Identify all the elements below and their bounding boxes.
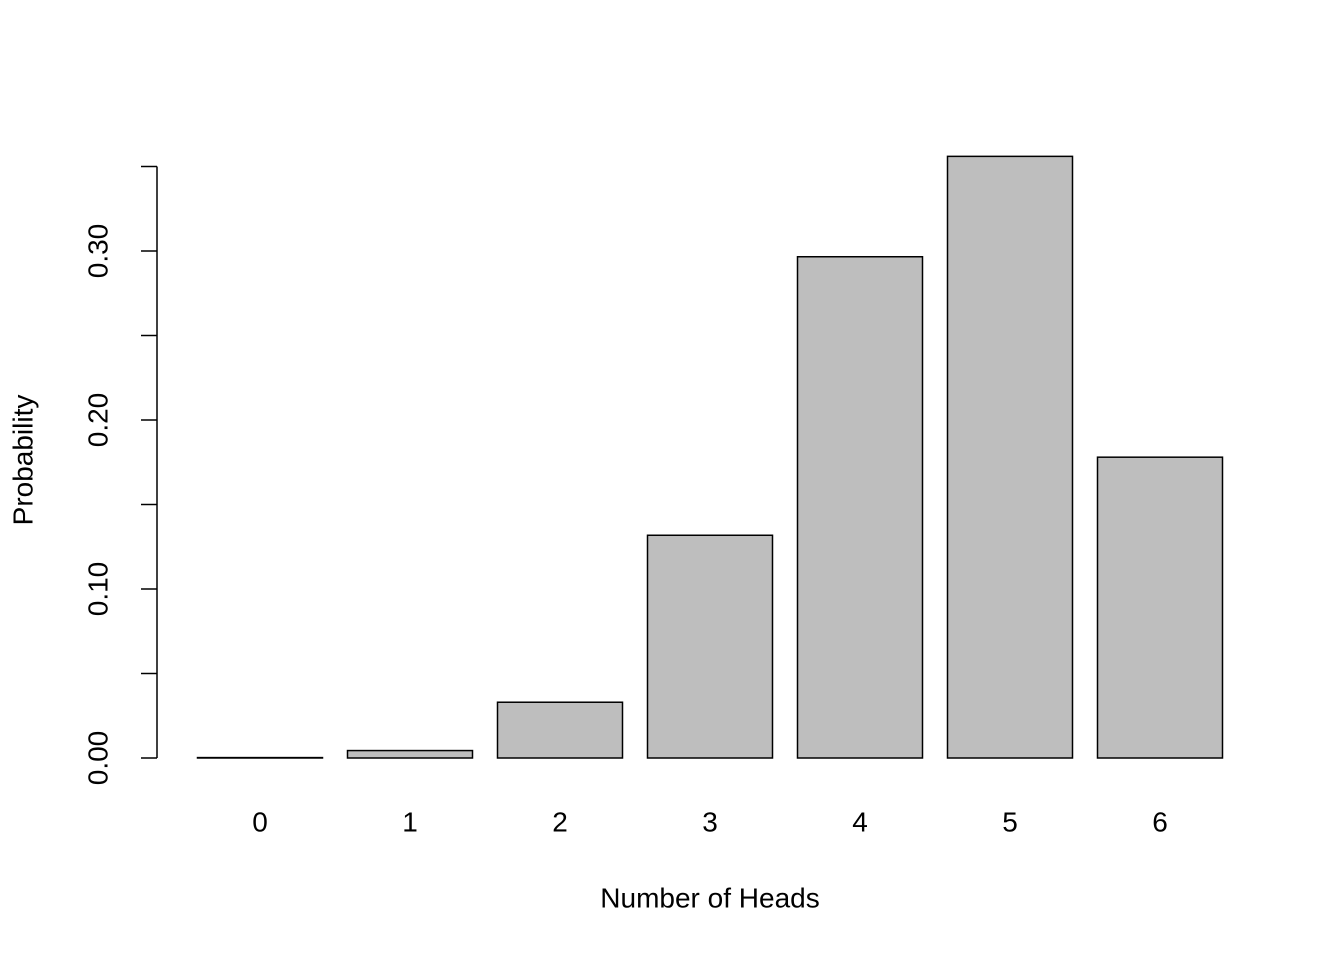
bar [946, 155, 1074, 759]
y-tick-label: 0.10 [82, 562, 113, 617]
y-tick-label: 0.00 [82, 731, 113, 786]
x-tick-label: 2 [552, 806, 568, 837]
bar [1096, 456, 1224, 759]
x-axis-label: Number of Heads [600, 882, 819, 913]
x-tick-label: 1 [402, 806, 418, 837]
y-axis-label: Probability [7, 395, 38, 526]
x-tick-label: 0 [252, 806, 268, 837]
bar [796, 255, 924, 759]
y-tick-label: 0.20 [82, 393, 113, 448]
bar [496, 701, 624, 759]
x-tick-label: 5 [1002, 806, 1018, 837]
y-tick-label: 0.30 [82, 224, 113, 279]
x-tick-label: 4 [852, 806, 868, 837]
bar [646, 534, 774, 759]
bar [346, 749, 474, 759]
x-tick-label: 3 [702, 806, 718, 837]
x-tick-label: 6 [1152, 806, 1168, 837]
